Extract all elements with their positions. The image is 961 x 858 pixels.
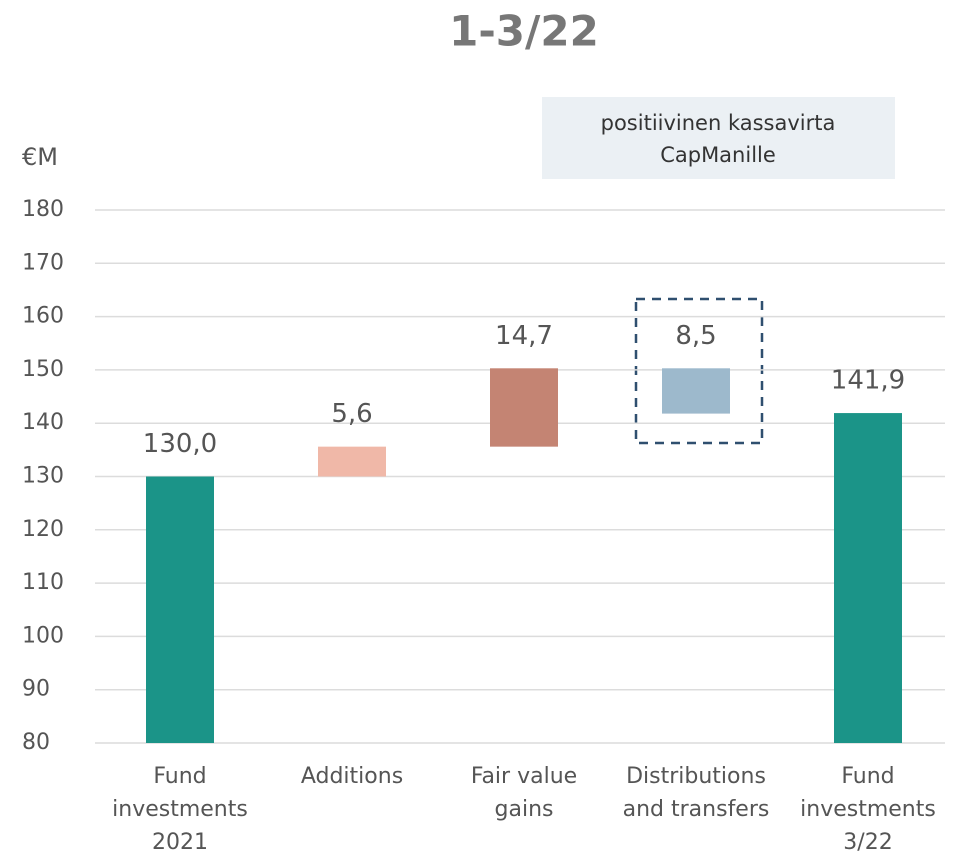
bar	[662, 368, 730, 414]
bar	[834, 413, 902, 743]
value-label: 5,6	[331, 399, 372, 429]
y-tick-label: 80	[22, 730, 50, 755]
chart-title: 1-3/22	[449, 7, 599, 56]
bar	[146, 476, 214, 743]
x-tick-label: Fund	[841, 764, 894, 789]
y-tick-label: 150	[22, 357, 64, 382]
x-tick-label: Distributions	[626, 764, 766, 789]
value-label: 8,5	[675, 321, 716, 351]
highlight-box	[634, 297, 764, 445]
x-tick-label: 3/22	[843, 830, 892, 855]
y-tick-label: 120	[22, 517, 64, 542]
x-tick-label: Fair value	[471, 764, 577, 789]
x-tick-label: Fund	[153, 764, 206, 789]
bar	[318, 446, 386, 477]
y-tick-label: 160	[22, 304, 64, 329]
annotation: positiivinen kassavirta	[601, 111, 836, 135]
y-tick-label: 170	[22, 250, 64, 275]
x-tick-label: Additions	[301, 764, 403, 789]
y-tick-label: 140	[22, 410, 64, 435]
value-label: 141,9	[831, 366, 905, 396]
x-tick-label: and transfers	[623, 797, 770, 822]
y-tick-label: 110	[22, 570, 64, 595]
y-tick-label: 100	[22, 623, 64, 648]
annotation: CapManille	[660, 143, 776, 167]
y-axis-label: €M	[22, 143, 58, 171]
y-tick-label: 180	[22, 197, 64, 222]
annotation-box	[542, 97, 895, 179]
value-label: 14,7	[495, 321, 553, 351]
x-tick-label: 2021	[152, 830, 208, 855]
y-tick-label: 90	[22, 677, 50, 702]
bar	[490, 368, 558, 447]
x-tick-label: investments	[800, 797, 936, 822]
x-tick-label: gains	[495, 797, 554, 822]
value-label: 130,0	[143, 429, 217, 459]
x-tick-label: investments	[112, 797, 248, 822]
y-tick-label: 130	[22, 464, 64, 489]
